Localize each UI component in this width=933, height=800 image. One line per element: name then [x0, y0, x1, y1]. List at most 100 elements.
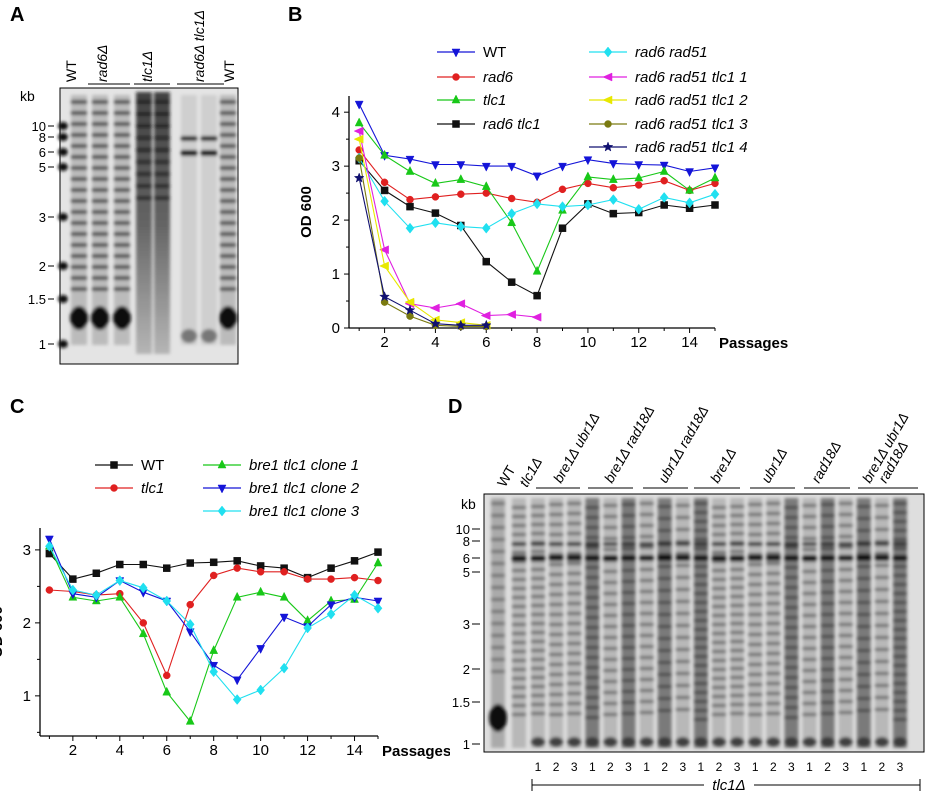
chart-b-x-tick-label: 8	[533, 334, 541, 351]
chart-c-data-point	[162, 686, 172, 696]
chart-c-data-point	[232, 694, 242, 705]
chart-c-x-tick-label: 2	[69, 742, 77, 759]
ladder-band	[58, 295, 68, 303]
chart-c-x-tick-label: 12	[299, 742, 316, 759]
gel-d-lane-label: ubr1Δ	[758, 445, 791, 485]
chart-c-data-point	[209, 661, 219, 671]
chart-b-data-point	[532, 172, 542, 182]
gel-d-lane-label: WT	[494, 462, 519, 489]
gel-d-lane	[621, 498, 636, 748]
chart-c-data-point	[373, 597, 383, 607]
chart-c-data-point	[256, 568, 265, 576]
chart-b-data-point	[378, 245, 389, 255]
chart-c-data-point	[233, 564, 241, 572]
chart-c-data-point	[45, 540, 54, 552]
gel-d-lane	[838, 498, 853, 748]
chart-c-data-point	[139, 560, 148, 569]
chart-c-legend-label: bre1 tlc1 clone 3	[249, 503, 360, 520]
chart-c-data-point	[326, 601, 336, 611]
clone-number: 1	[752, 760, 759, 774]
chart-b-x-tick-label: 6	[482, 334, 490, 351]
size-marker-label: 10	[456, 522, 470, 537]
chart-b-legend-marker	[452, 73, 460, 81]
chart-c-y-tick-label: 1	[23, 688, 31, 705]
chart-b-series-line	[358, 177, 487, 326]
chart-b-data-point	[481, 162, 491, 172]
chart-b-data-point	[456, 221, 466, 232]
chart-b-legend-marker	[602, 72, 613, 82]
gel-a-lane	[154, 92, 170, 354]
chart-c-legend-marker	[110, 461, 118, 469]
chart-c-legend-entry: bre1 tlc1 clone 1	[203, 457, 359, 474]
size-marker-label: 5	[463, 565, 470, 580]
clone-number: 3	[571, 760, 578, 774]
lane-label: WT	[63, 60, 79, 82]
gel-d-lane-label: bre1Δ rad18Δ	[601, 403, 658, 485]
gel-d-lane	[712, 498, 726, 748]
chart-b-legend-marker	[604, 120, 612, 128]
chart-c-data-point	[139, 619, 148, 627]
chart-b-data-point	[532, 265, 542, 275]
chart-b-data-point	[583, 199, 593, 211]
chart-b-data-point	[431, 177, 440, 187]
chart-b-data-point	[710, 164, 720, 174]
size-marker-label: 5	[39, 160, 46, 175]
chart-c-data-point	[280, 568, 288, 576]
chart-b-y-tick-label: 3	[332, 158, 340, 175]
gel-a-lane	[201, 95, 217, 345]
chart-c-x-tick-label: 4	[116, 742, 124, 759]
chart-b-series-4	[354, 152, 720, 234]
gel-d-lane	[748, 498, 763, 748]
chart-c-x-tick-label: 14	[346, 742, 363, 759]
size-marker-label: 8	[463, 534, 470, 549]
chart-c-data-point	[373, 557, 383, 567]
chart-b-data-point	[456, 161, 466, 171]
chart-b-x-tick-label: 4	[431, 334, 439, 351]
chart-b-legend-marker	[602, 95, 613, 105]
chart-b-legend-entry: rad6	[437, 69, 514, 86]
chart-b-data-point	[507, 217, 517, 227]
lane-label: rad6Δ tlc1Δ	[191, 10, 207, 82]
chart-b-legend-label: rad6 rad51 tlc1 3	[635, 116, 748, 133]
gel-d-lane	[730, 498, 745, 748]
clone-number: 1	[535, 760, 542, 774]
chart-c-data-point	[163, 671, 171, 680]
chart-c-legend-marker	[110, 484, 118, 492]
panel-label-a: A	[10, 4, 25, 26]
chart-b-series-line	[358, 157, 716, 229]
chart-b-data-point	[685, 197, 694, 209]
chart-b-data-point	[482, 257, 490, 266]
chart-b-data-point	[455, 299, 466, 309]
lane-label: WT	[221, 60, 237, 82]
chart-c-legend-entry: bre1 tlc1 clone 3	[203, 503, 360, 520]
chart-b-x-tick-label: 2	[380, 334, 388, 351]
chart-b-x-axis-label: Passages	[719, 335, 788, 352]
clone-number: 1	[589, 760, 596, 774]
chart-c-data-point	[327, 575, 335, 583]
chart-c-data-point	[279, 613, 289, 623]
chart-c-legend-entry: WT	[95, 457, 164, 474]
chart-c-x-tick-label: 8	[210, 742, 218, 759]
gel-d-lane	[657, 498, 672, 748]
clone-number: 2	[716, 760, 723, 774]
ladder-band	[58, 148, 68, 156]
gel-d-lane	[585, 498, 600, 748]
gel-a-lane	[91, 95, 109, 345]
chart-c-data-point	[232, 676, 242, 686]
chart-b-legend: WT rad6 tlc1 rad6 tlc1 rad6 rad51 rad6 rad51 …	[437, 44, 748, 156]
chart-c-legend-label: bre1 tlc1 clone 2	[249, 480, 360, 497]
gel-a-lane	[181, 95, 197, 345]
chart-c-legend-label: bre1 tlc1 clone 1	[249, 457, 359, 474]
chart-c-data-point	[327, 564, 335, 572]
chart-b-legend-marker	[603, 46, 613, 58]
clone-number: 2	[824, 760, 831, 774]
chart-c-data-point	[209, 666, 219, 678]
panel-label-d: D	[448, 396, 463, 418]
chart-b-data-point	[404, 304, 416, 315]
chart-b-data-point	[457, 190, 465, 198]
gel-d-lane	[639, 498, 654, 748]
chart-b-data-point	[506, 310, 516, 319]
clone-number: 1	[860, 760, 867, 774]
chart-c-data-point	[116, 560, 124, 569]
